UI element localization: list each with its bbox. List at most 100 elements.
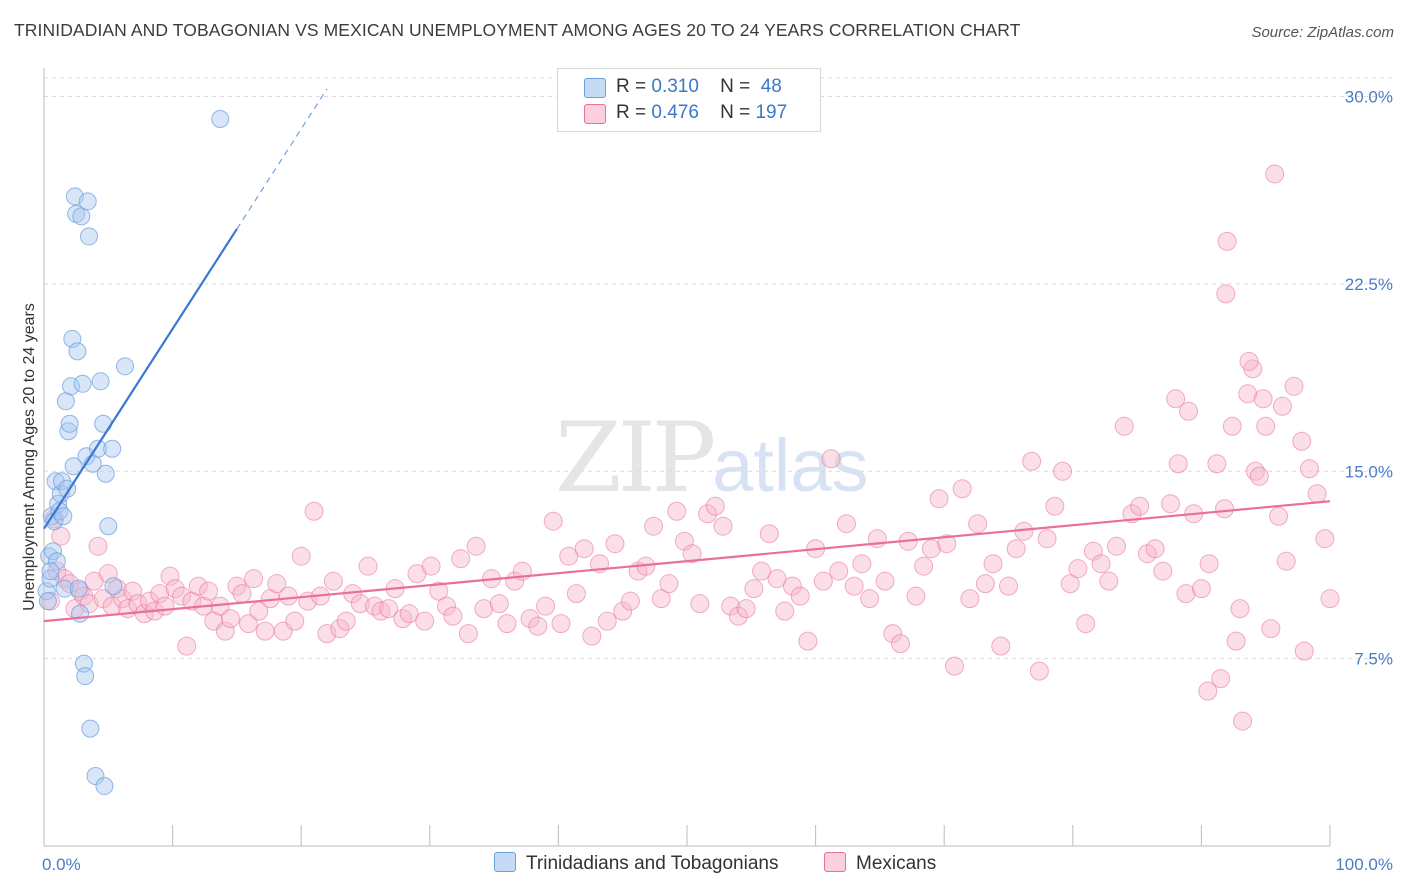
trinidadians-point bbox=[78, 192, 97, 211]
mexicans-point bbox=[188, 576, 208, 596]
mexicans-point bbox=[336, 611, 356, 631]
mexicans-point bbox=[520, 609, 540, 629]
trinidadians-point bbox=[76, 667, 95, 686]
mexicans-point bbox=[875, 571, 895, 591]
trinidadians-point bbox=[59, 422, 78, 441]
trinidadians-point bbox=[95, 777, 114, 796]
mexicans-point bbox=[1215, 499, 1235, 519]
mexicans-point bbox=[690, 594, 710, 614]
mexicans-point bbox=[1114, 416, 1134, 436]
trinidadians-points bbox=[37, 109, 230, 796]
mexicans-point bbox=[497, 614, 517, 634]
trinidadians-point bbox=[73, 374, 92, 393]
mexicans-point bbox=[983, 554, 1003, 574]
mexicans-point bbox=[883, 624, 903, 644]
mexicans-point bbox=[844, 576, 864, 596]
mexicans-point bbox=[574, 539, 594, 559]
mexicans-point bbox=[1076, 614, 1096, 634]
mexicans-point bbox=[1179, 401, 1199, 421]
mexicans-point bbox=[1217, 231, 1237, 251]
mexicans-point bbox=[906, 586, 926, 606]
mexicans-point bbox=[429, 581, 449, 601]
mexicans-point bbox=[1091, 554, 1111, 574]
mexicans-point bbox=[929, 489, 949, 509]
mexicans-point bbox=[379, 599, 399, 619]
trinidadians-point bbox=[104, 577, 123, 596]
mexicans-point bbox=[371, 601, 391, 621]
mexicans-point bbox=[1265, 164, 1285, 184]
mexicans-point bbox=[798, 631, 818, 651]
mexicans-point bbox=[705, 496, 725, 516]
trinidadians-point bbox=[91, 372, 110, 391]
mexicans-point bbox=[744, 579, 764, 599]
mexicans-point bbox=[1249, 466, 1269, 486]
trinidadians-point bbox=[55, 579, 74, 598]
mexicans-point bbox=[291, 546, 311, 566]
trend-lines bbox=[43, 88, 1331, 623]
x-tick-label: 100.0% bbox=[1335, 855, 1393, 874]
bottom-legend-label: Mexicans bbox=[856, 853, 937, 874]
mexicans-point bbox=[536, 596, 556, 616]
mexicans-point bbox=[1060, 574, 1080, 594]
mexicans-point bbox=[1037, 529, 1057, 549]
mexicans-point bbox=[350, 594, 370, 614]
source-label: Source: ZipAtlas.com bbox=[1251, 24, 1394, 41]
mexicans-point bbox=[1145, 539, 1165, 559]
mexicans-point bbox=[177, 636, 197, 656]
trinidadians-point bbox=[44, 542, 63, 561]
trinidadians-point bbox=[68, 342, 87, 361]
mexicans-point bbox=[112, 589, 132, 609]
bottom-legend-swatch-pink bbox=[824, 852, 846, 872]
mexicans-point bbox=[1006, 539, 1026, 559]
bottom-legend-swatch-blue bbox=[494, 852, 516, 872]
mexicans-point bbox=[1199, 554, 1219, 574]
mexicans-point bbox=[651, 589, 671, 609]
trinidadians-point bbox=[47, 552, 66, 571]
mexicans-point bbox=[790, 586, 810, 606]
mexicans-point bbox=[88, 536, 108, 556]
trinidadians-point bbox=[86, 767, 105, 786]
trinidadians-point bbox=[211, 109, 230, 128]
mexicans-point bbox=[821, 449, 841, 469]
trinidadians-point bbox=[116, 357, 135, 376]
mexicans-point bbox=[1256, 416, 1276, 436]
y-tick-label: 7.5% bbox=[1354, 650, 1393, 669]
mexicans-point bbox=[914, 556, 934, 576]
mexicans-point bbox=[1226, 631, 1246, 651]
mexicans-point bbox=[1207, 454, 1227, 474]
bottom-legend-trinidadians: Trinidadians and Tobagonians bbox=[494, 852, 778, 875]
mexicans-point bbox=[60, 574, 80, 594]
trinidadians-trend-line bbox=[43, 228, 238, 530]
trinidadians-point bbox=[94, 414, 113, 433]
bottom-legend-label: Trinidadians and Tobagonians bbox=[526, 853, 779, 874]
mexicans-point bbox=[597, 611, 617, 631]
mexicans-point bbox=[921, 539, 941, 559]
mexicans-point bbox=[682, 544, 702, 564]
legend-n-value: 48 bbox=[760, 76, 782, 97]
legend-swatch-pink bbox=[584, 104, 606, 124]
trinidadians-point bbox=[41, 569, 60, 588]
mexicans-point bbox=[852, 554, 872, 574]
mexicans-point bbox=[836, 514, 856, 534]
mexicans-point bbox=[304, 501, 324, 521]
mexicans-point bbox=[813, 571, 833, 591]
mexicans-point bbox=[713, 516, 733, 536]
trinidadians-point bbox=[69, 579, 88, 598]
mexicans-point bbox=[317, 624, 337, 644]
mexicans-point bbox=[458, 624, 478, 644]
mexicans-point bbox=[667, 501, 687, 521]
mexicans-point bbox=[736, 599, 756, 619]
mexicans-point bbox=[1099, 571, 1119, 591]
mexicans-point bbox=[1239, 351, 1259, 371]
mexicans-point bbox=[644, 516, 664, 536]
legend-r-value: 0.310 bbox=[651, 76, 699, 97]
trinidadians-point bbox=[103, 439, 122, 458]
mexicans-point bbox=[944, 656, 964, 676]
mexicans-point bbox=[1130, 496, 1150, 516]
mexicans-point bbox=[393, 609, 413, 629]
y-tick-label: 22.5% bbox=[1345, 275, 1393, 294]
mexicans-point bbox=[975, 574, 995, 594]
mexicans-point bbox=[278, 586, 298, 606]
mexicans-point bbox=[759, 524, 779, 544]
mexicans-point bbox=[1269, 506, 1289, 526]
